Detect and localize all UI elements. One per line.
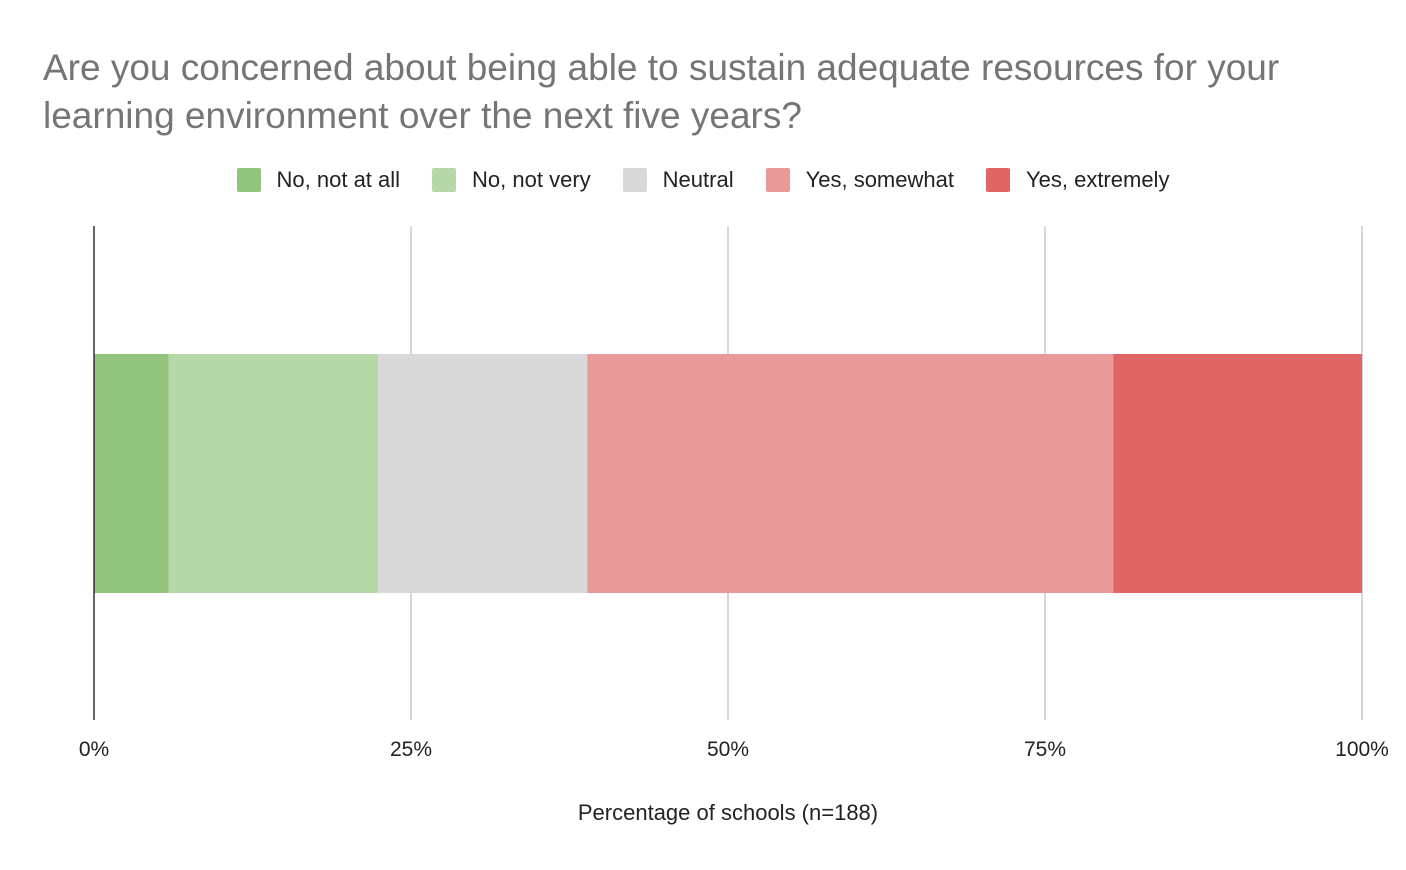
- legend-item-no-not-very[interactable]: No, not very: [432, 167, 591, 193]
- legend-item-yes-extremely[interactable]: Yes, extremely: [985, 167, 1170, 193]
- legend-swatch: [985, 168, 1010, 192]
- legend-label: Yes, somewhat: [805, 167, 954, 192]
- legend-label: No, not very: [472, 167, 591, 192]
- x-tick-label: 0%: [79, 738, 109, 761]
- legend-swatch: [765, 168, 790, 192]
- bar-segment-yes-extremely[interactable]: [1113, 354, 1362, 593]
- x-axis-label: Percentage of schools (n=188): [578, 800, 878, 825]
- bar-segment-neutral[interactable]: [378, 354, 588, 593]
- legend-label: No, not at all: [276, 167, 401, 192]
- bar-segments: [94, 354, 1362, 593]
- x-tick-label: 75%: [1024, 738, 1066, 761]
- x-tick-label: 50%: [707, 738, 749, 761]
- legend-label: Neutral: [662, 167, 734, 192]
- x-tick-labels: 0% 25% 50% 75% 100%: [79, 738, 1389, 761]
- legend-swatch: [432, 168, 457, 192]
- legend-item-no-not-at-all[interactable]: No, not at all: [236, 167, 401, 193]
- x-tick-label: 25%: [390, 738, 432, 761]
- bar-segment-yes-somewhat[interactable]: [587, 354, 1114, 593]
- x-tick-label: 100%: [1335, 738, 1389, 761]
- legend-item-yes-somewhat[interactable]: Yes, somewhat: [765, 167, 954, 193]
- bar-segment-no-not-at-all[interactable]: [94, 354, 169, 593]
- chart-title: Are you concerned about being able to su…: [43, 47, 1280, 136]
- legend-item-neutral[interactable]: Neutral: [622, 167, 734, 193]
- legend-swatch: [622, 168, 647, 192]
- legend-label: Yes, extremely: [1025, 167, 1170, 192]
- legend-swatch: [236, 168, 261, 192]
- bar-segment-no-not-very[interactable]: [168, 354, 379, 593]
- legend: No, not at all No, not very Neutral Yes,…: [0, 167, 1406, 193]
